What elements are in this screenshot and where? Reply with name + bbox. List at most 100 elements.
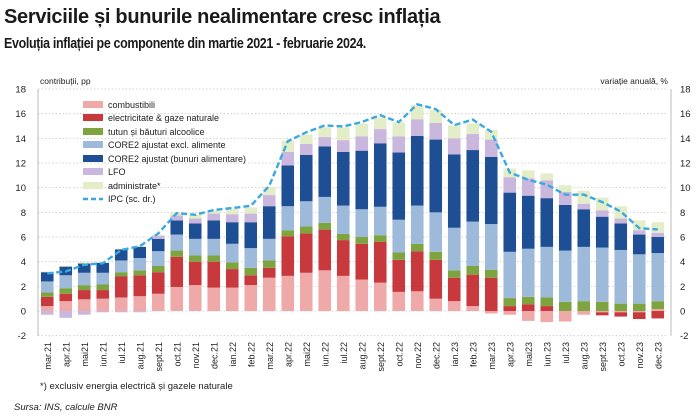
bar-segment xyxy=(410,205,424,244)
bar-segment xyxy=(336,233,350,241)
bar-segment xyxy=(466,221,480,267)
legend-label: tutun și băuturi alcoolice xyxy=(108,127,205,137)
legend-label: LFO xyxy=(108,167,126,177)
bar-segment xyxy=(77,272,91,286)
bar-segment xyxy=(466,134,480,151)
bar-segment xyxy=(318,222,332,230)
y-tick-label-left: 2 xyxy=(21,282,26,293)
bar-segment xyxy=(318,137,332,147)
bar-segment xyxy=(299,233,313,273)
bar-segment xyxy=(577,209,591,247)
bar-segment xyxy=(447,138,461,155)
bar-segment xyxy=(281,140,295,152)
bar-segment xyxy=(355,123,369,137)
bar-segment xyxy=(318,146,332,197)
bar-segment xyxy=(299,201,313,227)
bar-segment xyxy=(207,238,221,256)
bar-segment xyxy=(595,210,609,217)
y-tick-label-left: -2 xyxy=(18,331,26,342)
bar-segment xyxy=(244,213,258,223)
bar-segment xyxy=(651,301,665,310)
bar-segment xyxy=(244,267,258,276)
bar-segment xyxy=(558,311,572,322)
bar-segment xyxy=(59,275,73,289)
bar-segment xyxy=(614,223,628,250)
y-tick-label-right: 6 xyxy=(680,233,685,244)
bar-segment xyxy=(392,152,406,220)
bar-segment xyxy=(225,243,239,263)
bar-segment xyxy=(281,206,295,231)
bar-segment xyxy=(40,311,54,315)
bar-segment xyxy=(188,238,202,256)
legend-label: IPC (sc. dr.) xyxy=(108,194,156,204)
chart-subtitle: Evoluția inflației pe componente din mar… xyxy=(4,36,366,52)
bar-segment xyxy=(336,205,350,234)
bar-segment xyxy=(96,272,110,285)
bar-segment xyxy=(207,210,221,214)
bar-segment xyxy=(114,272,128,277)
bar-segment xyxy=(651,232,665,238)
bar-segment xyxy=(151,234,165,236)
bar-segment xyxy=(133,311,147,313)
bar-segment xyxy=(651,237,665,254)
bar-segment xyxy=(540,297,554,307)
y-axis-label-left: contribuții, pp xyxy=(40,76,91,86)
bar-segment xyxy=(207,213,221,221)
bar-segment xyxy=(40,271,54,273)
bar-segment xyxy=(466,266,480,275)
x-tick-label: mai22 xyxy=(302,342,312,367)
bar-segment xyxy=(558,185,572,192)
bar-segment xyxy=(484,277,498,312)
bar-segment xyxy=(632,311,646,313)
x-tick-label: oct.23 xyxy=(616,342,626,367)
bar-segment xyxy=(429,251,443,260)
bar-segment xyxy=(77,285,91,291)
y-tick-label-right: 18 xyxy=(680,85,691,96)
bar-segment xyxy=(262,195,276,207)
bar-segment xyxy=(521,178,535,196)
bar-segment xyxy=(207,255,221,262)
bar-segment xyxy=(40,272,54,282)
bar-segment xyxy=(151,293,165,312)
bar-segment xyxy=(429,122,443,140)
bar-segment xyxy=(632,254,646,304)
bar-segment xyxy=(188,214,202,219)
bar-segment xyxy=(170,256,184,287)
bar-segment xyxy=(225,208,239,215)
bar-segment xyxy=(614,218,628,224)
legend-swatch xyxy=(83,101,103,108)
bar-segment xyxy=(614,249,628,304)
bar-segment xyxy=(392,291,406,312)
bar-segment xyxy=(355,209,369,238)
bar-segment xyxy=(410,243,424,252)
bar-segment xyxy=(503,306,517,312)
bar-segment xyxy=(299,143,313,155)
bar-segment xyxy=(558,301,572,312)
x-tick-label: mar.22 xyxy=(265,342,275,370)
bar-segment xyxy=(540,173,554,181)
bar-segment xyxy=(207,220,221,239)
x-tick-label: apr.23 xyxy=(505,342,515,367)
bar-segment xyxy=(96,311,110,313)
bar-segment xyxy=(133,275,147,297)
bar-segment xyxy=(281,151,295,166)
x-tick-label: sept.23 xyxy=(598,342,608,372)
bar-segment xyxy=(318,127,332,138)
source-note: Sursa: INS, calcule BNR xyxy=(14,402,118,413)
footnote: *) exclusiv energia electrică și gazele … xyxy=(40,381,233,392)
x-tick-label: dec.22 xyxy=(431,342,441,369)
bar-segment xyxy=(558,204,572,251)
x-tick-label: iun.23 xyxy=(542,342,552,367)
y-axis-label-right: variație anuală, % xyxy=(600,76,668,86)
bar-segment xyxy=(77,262,91,264)
bar-segment xyxy=(244,285,258,312)
bar-segment xyxy=(595,247,609,302)
bar-segment xyxy=(429,139,443,213)
bar-segment xyxy=(392,259,406,292)
bar-segment xyxy=(299,134,313,144)
bar-segment xyxy=(503,311,517,315)
y-tick-label-right: 0 xyxy=(680,307,685,318)
bar-segment xyxy=(336,240,350,276)
bar-segment xyxy=(521,170,535,179)
bar-segment xyxy=(281,275,295,312)
